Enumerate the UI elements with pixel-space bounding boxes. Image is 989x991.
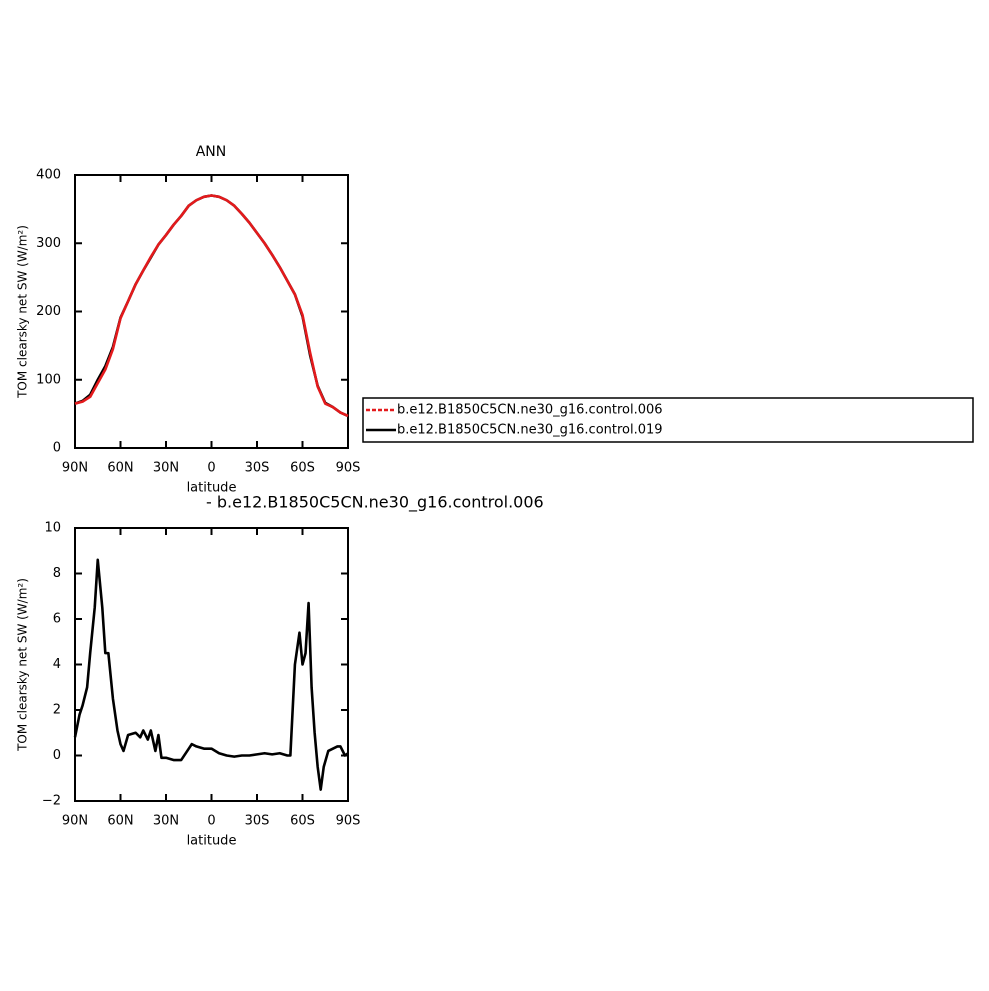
data-line <box>74 194 349 418</box>
y-tick-label: 4 <box>53 657 61 672</box>
x-tick-label: 90N <box>62 461 88 476</box>
y-tick-label: 0 <box>53 441 61 456</box>
y-tick-label: 100 <box>36 372 61 387</box>
y-axis-label: TOM clearsky net SW (W/m²) <box>16 225 30 399</box>
data-line <box>74 194 349 418</box>
x-tick-label: 0 <box>207 461 215 476</box>
x-axis-label: latitude <box>187 481 237 496</box>
x-tick-label: 90S <box>336 814 361 829</box>
x-tick-label: 90S <box>336 461 361 476</box>
x-tick-label: 60S <box>290 814 315 829</box>
y-tick-label: 2 <box>53 703 61 718</box>
y-tick-label: −2 <box>42 794 61 809</box>
x-axis-label: latitude <box>187 834 237 849</box>
data-line <box>73 558 349 791</box>
y-tick-label: 6 <box>53 612 61 627</box>
x-tick-label: 0 <box>207 814 215 829</box>
y-tick-label: 0 <box>53 748 61 763</box>
plot-frame <box>74 527 349 802</box>
y-tick-label: 8 <box>53 566 61 581</box>
x-tick-label: 30N <box>153 814 179 829</box>
plot-frame <box>74 174 349 449</box>
y-tick-label: 400 <box>36 168 61 183</box>
legend-box <box>362 397 974 443</box>
x-tick-label: 30S <box>245 814 270 829</box>
legend-label: b.e12.B1850C5CN.ne30_g16.control.006 <box>397 403 663 418</box>
chart-title: - b.e12.B1850C5CN.ne30_g16.control.006 <box>206 493 544 513</box>
x-tick-label: 60S <box>290 461 315 476</box>
y-tick-label: 200 <box>36 304 61 319</box>
x-tick-label: 90N <box>62 814 88 829</box>
y-tick-label: 300 <box>36 236 61 251</box>
x-tick-label: 60N <box>107 461 133 476</box>
legend-label: b.e12.B1850C5CN.ne30_g16.control.019 <box>397 423 663 438</box>
chart-title: ANN <box>196 144 227 160</box>
x-tick-label: 30N <box>153 461 179 476</box>
y-tick-label: 10 <box>44 521 61 536</box>
x-tick-label: 30S <box>245 461 270 476</box>
y-axis-label: TOM clearsky net SW (W/m²) <box>16 578 30 752</box>
x-tick-label: 60N <box>107 814 133 829</box>
